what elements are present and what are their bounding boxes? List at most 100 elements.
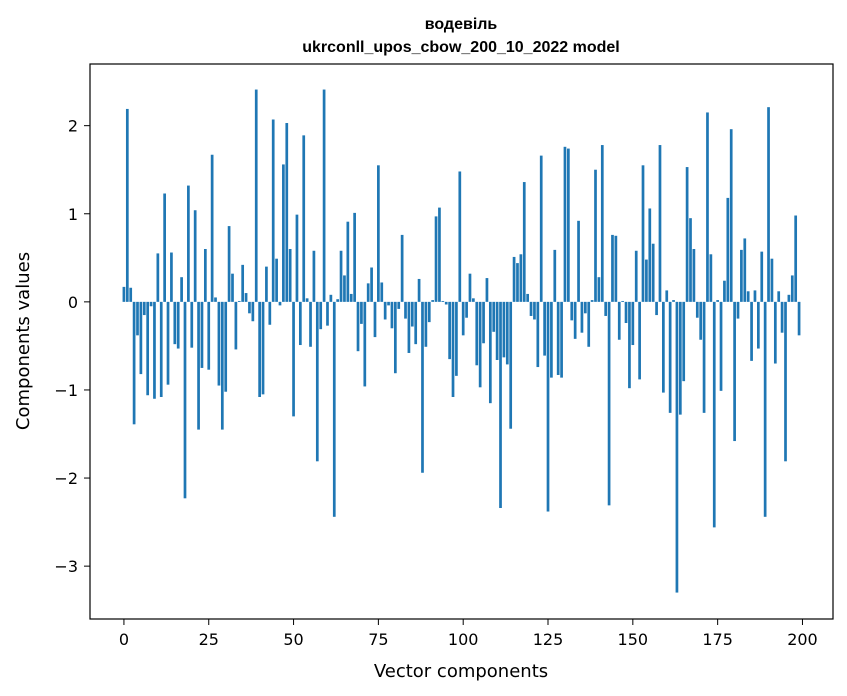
bar-68 [353, 212, 356, 302]
bar-140 [597, 277, 601, 302]
bar-170 [699, 301, 703, 340]
bar-33 [234, 301, 238, 350]
bar-108 [488, 301, 492, 404]
bar-102 [468, 273, 472, 302]
bar-79 [390, 301, 394, 329]
chart-title-line2: ukrconll_upos_cbow_200_10_2022 model [302, 39, 619, 56]
bar-48 [285, 123, 289, 302]
bar-158 [658, 145, 662, 302]
bar-181 [736, 301, 740, 319]
bar-187 [757, 301, 760, 349]
bar-80 [393, 301, 397, 374]
bar-148 [624, 301, 628, 323]
bar-161 [668, 301, 672, 413]
bar-31 [227, 226, 231, 302]
bar-93 [438, 207, 441, 302]
y-tick-label: −1 [54, 381, 78, 400]
bar-105 [478, 301, 482, 388]
bar-94 [441, 300, 445, 302]
bar-77 [383, 301, 387, 320]
bar-41 [261, 301, 265, 395]
x-tick-label: 75 [368, 630, 388, 649]
bar-174 [712, 301, 716, 528]
bar-61 [329, 294, 333, 302]
bar-151 [634, 250, 638, 302]
bar-44 [271, 119, 275, 302]
bar-58 [319, 301, 323, 330]
bar-196 [787, 294, 791, 302]
bar-62 [332, 301, 336, 517]
bar-129 [560, 301, 563, 378]
bar-198 [794, 215, 798, 302]
bar-2 [129, 287, 133, 302]
bar-131 [567, 148, 570, 302]
x-axis-label: Vector components [374, 661, 548, 682]
y-tick-label: −3 [54, 557, 78, 576]
bar-6 [142, 301, 146, 316]
bar-92 [434, 216, 438, 302]
bar-165 [682, 301, 686, 382]
chart-title-line1: водевіль [425, 16, 498, 33]
bar-0 [122, 286, 126, 302]
bar-90 [427, 301, 431, 323]
bar-55 [309, 301, 312, 347]
bar-99 [458, 171, 462, 302]
bar-166 [685, 167, 689, 302]
bar-146 [617, 301, 621, 340]
bar-45 [275, 258, 278, 302]
x-tick-label: 25 [199, 630, 219, 649]
bar-50 [292, 301, 295, 417]
bar-154 [645, 259, 648, 302]
bar-11 [159, 301, 163, 397]
bar-106 [482, 301, 485, 344]
y-tick-label: 1 [68, 205, 78, 224]
bar-30 [224, 301, 228, 392]
bar-15 [173, 301, 177, 345]
bar-35 [241, 264, 245, 302]
bar-4 [136, 301, 139, 336]
bar-63 [336, 299, 340, 302]
x-tick-label: 200 [787, 630, 818, 649]
bar-71 [363, 301, 367, 387]
bar-86 [414, 301, 418, 345]
bar-91 [431, 300, 435, 302]
bar-43 [268, 301, 272, 325]
bar-123 [539, 155, 543, 302]
bar-136 [583, 301, 587, 314]
bar-27 [214, 297, 217, 302]
bar-34 [237, 300, 241, 302]
bar-193 [777, 291, 781, 302]
bar-56 [312, 250, 316, 302]
y-tick-label: 2 [68, 117, 78, 136]
bar-172 [706, 112, 709, 302]
bar-95 [444, 301, 448, 305]
bar-70 [360, 301, 363, 324]
x-tick-label: 100 [448, 630, 479, 649]
bar-141 [600, 145, 604, 302]
bar-116 [516, 263, 519, 302]
bar-118 [522, 182, 526, 302]
bar-100 [461, 301, 465, 336]
plot-frame [89, 63, 834, 620]
bar-132 [570, 301, 574, 321]
bar-195 [784, 301, 787, 462]
bar-128 [556, 301, 560, 375]
bar-120 [529, 301, 533, 316]
bar-184 [746, 291, 750, 302]
bar-26 [210, 154, 214, 302]
x-tick-label: 125 [533, 630, 564, 649]
bar-54 [305, 298, 309, 302]
bar-107 [485, 278, 489, 302]
bar-49 [288, 249, 292, 302]
bar-13 [166, 301, 170, 385]
bar-5 [139, 301, 143, 375]
bar-133 [573, 301, 577, 339]
bar-64 [339, 250, 343, 302]
bar-112 [502, 301, 506, 358]
bar-180 [733, 301, 736, 442]
bar-179 [729, 129, 733, 302]
bar-185 [750, 301, 753, 361]
bar-36 [244, 293, 248, 302]
bar-89 [424, 301, 428, 347]
bar-97 [451, 301, 455, 397]
